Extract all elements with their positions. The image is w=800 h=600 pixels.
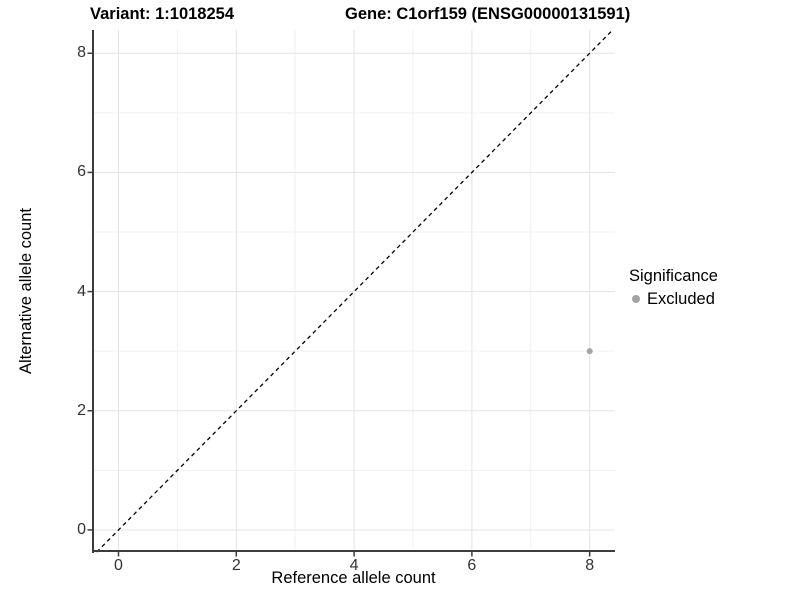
x-axis-title: Reference allele count [271, 569, 436, 587]
x-tick-label: 2 [231, 557, 241, 574]
legend: Significance Excluded [629, 266, 718, 309]
variant-title: Variant: 1:1018254 [90, 5, 235, 23]
y-tick-label: 4 [77, 282, 86, 300]
y-tick-label: 8 [77, 44, 86, 62]
x-tick-label: 0 [114, 557, 123, 574]
y-axis-title: Alternative allele count [17, 208, 35, 375]
x-tick-label: 6 [467, 557, 477, 574]
gene-title: Gene: C1orf159 (ENSG00000131591) [345, 5, 631, 23]
x-tick-label: 8 [585, 557, 595, 574]
legend-title: Significance [629, 267, 718, 285]
data-point [586, 348, 593, 355]
y-tick-label: 6 [77, 163, 86, 181]
x-tick-label: 4 [349, 557, 359, 574]
legend-items: Excluded [629, 289, 718, 309]
plot-panel [87, 29, 615, 557]
legend-item: Excluded [632, 289, 718, 309]
identity-dashed-line [96, 29, 614, 553]
legend-item-label: Excluded [647, 289, 715, 308]
legend-key-dot-icon [632, 295, 640, 303]
y-tick-label: 2 [77, 401, 86, 419]
y-tick-label: 0 [77, 520, 86, 538]
